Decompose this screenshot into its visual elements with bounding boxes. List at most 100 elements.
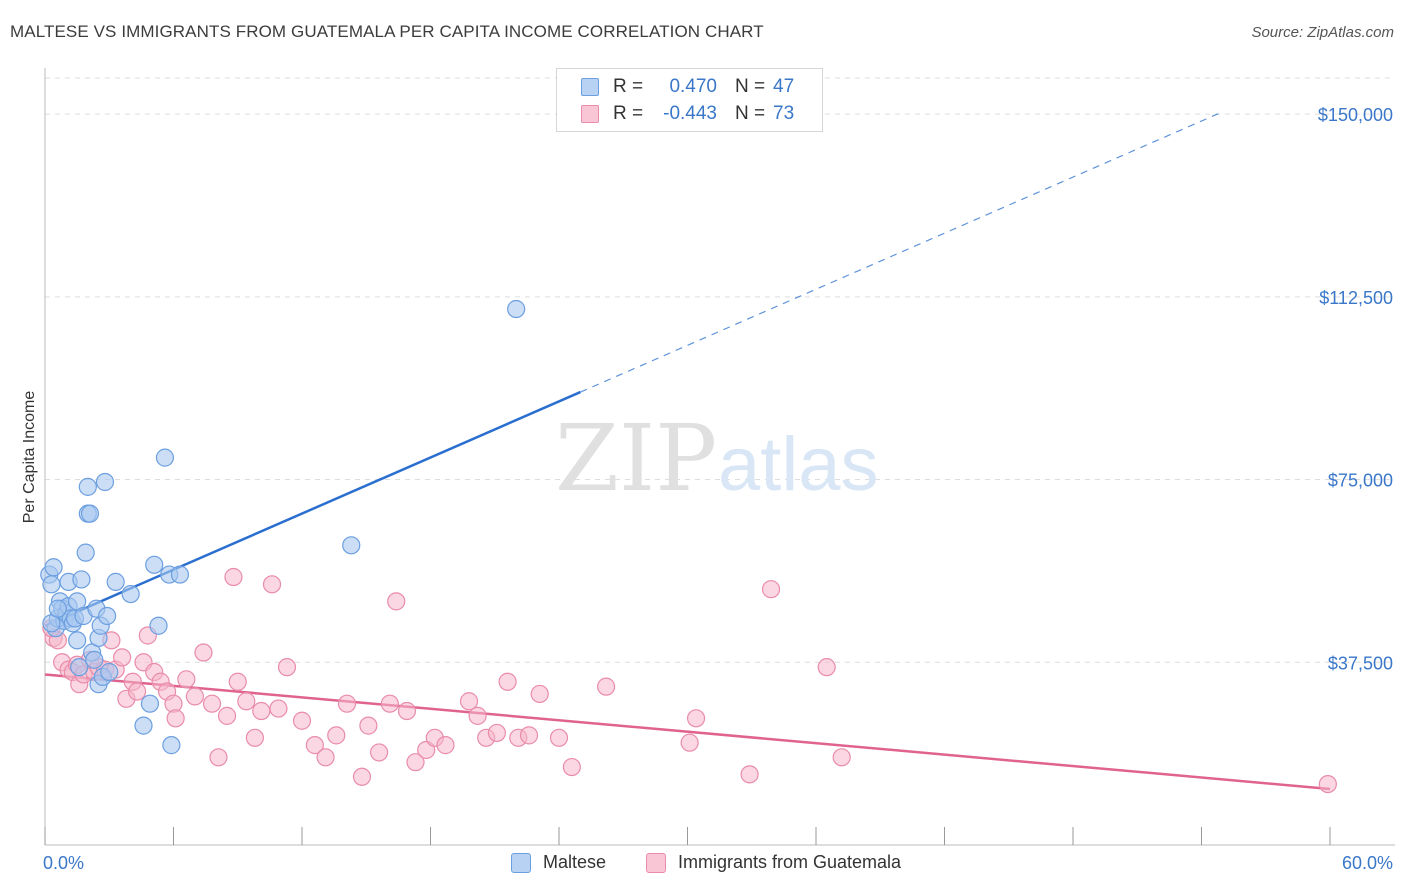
data-points <box>40 299 1337 794</box>
maltese-point <box>507 299 526 319</box>
y-axis-label: Per Capita Income <box>21 391 38 524</box>
maltese-point <box>98 606 117 626</box>
legend-row-maltese: R = 0.470 N = 47 <box>581 74 794 100</box>
legend-r-label: R = <box>613 103 644 124</box>
guatemala-point <box>406 753 425 772</box>
maltese-point <box>78 477 97 496</box>
maltese-point <box>85 650 104 669</box>
guatemala-point <box>217 706 237 725</box>
legend-n-label: N = <box>735 103 766 124</box>
axes <box>44 68 1395 846</box>
guatemala-point <box>761 580 781 599</box>
legend-swatch-maltese <box>581 78 599 96</box>
guatemala-point <box>387 592 406 611</box>
guatemala-point <box>397 701 417 721</box>
guatemala-point <box>166 709 185 728</box>
guatemala-point <box>177 670 196 689</box>
legend-n-label: N = <box>735 76 766 97</box>
trend-line-guatemala <box>44 673 1331 791</box>
guatemala-point <box>686 709 706 728</box>
maltese-point <box>170 565 190 584</box>
guatemala-point <box>252 701 271 721</box>
guatemala-point <box>237 692 256 711</box>
guatemala-point <box>459 692 479 711</box>
tick-labels: $37,500 $75,000 $112,500 $150,000 0.0% 60.0% <box>43 105 1393 873</box>
maltese-point <box>149 616 168 635</box>
guatemala-point <box>337 694 357 713</box>
guatemala-point <box>487 723 506 743</box>
watermark: ZIP atlas <box>555 405 879 512</box>
guatemala-point <box>359 716 378 735</box>
guatemala-point <box>352 767 372 786</box>
guatemala-point <box>112 648 132 667</box>
y-tick-label: $150,000 <box>1318 105 1393 125</box>
maltese-point <box>76 543 95 562</box>
guatemala-point <box>498 672 517 691</box>
guatemala-point <box>127 682 147 701</box>
guatemala-point <box>316 748 335 767</box>
guatemala-point <box>380 694 399 713</box>
maltese-point <box>95 472 115 492</box>
legend-n-value: 47 <box>773 76 795 97</box>
guatemala-point <box>327 726 346 745</box>
guatemala-point <box>436 736 455 755</box>
trend-line-maltese-extension <box>580 111 1224 393</box>
maltese-point <box>342 536 361 555</box>
guatemala-point <box>262 575 282 594</box>
maltese-point <box>162 736 181 755</box>
guatemala-point <box>832 748 851 767</box>
guatemala-point <box>209 748 228 767</box>
guatemala-point <box>224 567 243 587</box>
maltese-point <box>100 662 119 682</box>
maltese-point <box>68 631 87 650</box>
guatemala-point <box>530 684 549 704</box>
source-label: Source: ZipAtlas.com <box>1251 24 1394 41</box>
maltese-point <box>70 658 89 677</box>
guatemala-point <box>277 658 297 677</box>
guatemala-point <box>468 706 487 725</box>
maltese-point <box>44 558 63 577</box>
grid-lines <box>45 77 1395 663</box>
guatemala-point <box>185 687 205 706</box>
guatemala-point <box>562 757 581 777</box>
watermark-zip: ZIP <box>555 405 717 512</box>
bottom-legend-maltese: Maltese <box>511 852 606 873</box>
maltese-point <box>42 575 61 594</box>
bottom-legend-swatch-guatemala <box>646 852 666 873</box>
maltese-point <box>145 555 164 574</box>
guatemala-point <box>549 728 569 747</box>
legend-swatch-guatemala <box>581 105 599 123</box>
maltese-point <box>80 504 100 523</box>
guatemala-point <box>245 728 264 747</box>
guatemala-point <box>1318 774 1337 794</box>
bottom-legend-swatch-maltese <box>511 852 531 873</box>
guatemala-point <box>370 743 389 762</box>
correlation-legend: R = 0.470 N = 47 R = -0.443 N = 73 <box>556 68 823 132</box>
guatemala-point <box>680 733 699 752</box>
maltese-point <box>155 448 175 467</box>
y-tick-label: $37,500 <box>1328 653 1393 673</box>
watermark-atlas: atlas <box>718 422 879 507</box>
guatemala-point <box>202 694 222 713</box>
legend-r-value: 0.470 <box>669 76 717 97</box>
legend-r-value: -0.443 <box>663 103 717 124</box>
maltese-point <box>140 694 160 713</box>
guatemala-point <box>740 765 759 784</box>
x-tick-label: 0.0% <box>43 853 84 873</box>
guatemala-point <box>817 658 836 677</box>
y-tick-label: $75,000 <box>1328 471 1393 491</box>
guatemala-point <box>194 643 213 662</box>
chart-title: MALTESE VS IMMIGRANTS FROM GUATEMALA PER… <box>10 22 764 41</box>
guatemala-point <box>292 711 312 730</box>
bottom-legend-guatemala: Immigrants from Guatemala <box>646 852 901 873</box>
maltese-point <box>121 584 140 604</box>
legend-r-label: R = <box>613 76 644 97</box>
maltese-point <box>48 599 67 618</box>
guatemala-point <box>305 736 324 755</box>
legend-row-guatemala: R = -0.443 N = 73 <box>581 101 794 127</box>
bottom-legend-label-guatemala: Immigrants from Guatemala <box>678 852 902 872</box>
guatemala-point <box>269 699 288 718</box>
y-tick-label: $112,500 <box>1319 288 1393 308</box>
legend-n-value: 73 <box>773 103 795 124</box>
